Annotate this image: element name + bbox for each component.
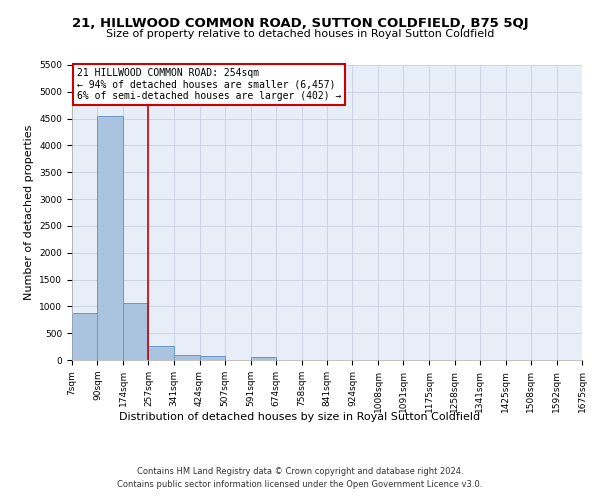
- Y-axis label: Number of detached properties: Number of detached properties: [24, 125, 34, 300]
- Text: Contains HM Land Registry data © Crown copyright and database right 2024.: Contains HM Land Registry data © Crown c…: [137, 468, 463, 476]
- Bar: [97, 116, 123, 360]
- Bar: [199, 356, 225, 360]
- Text: Size of property relative to detached houses in Royal Sutton Coldfield: Size of property relative to detached ho…: [106, 29, 494, 39]
- Bar: [251, 358, 276, 360]
- Text: Distribution of detached houses by size in Royal Sutton Coldfield: Distribution of detached houses by size …: [119, 412, 481, 422]
- Text: Contains public sector information licensed under the Open Government Licence v3: Contains public sector information licen…: [118, 480, 482, 489]
- Text: 21, HILLWOOD COMMON ROAD, SUTTON COLDFIELD, B75 5QJ: 21, HILLWOOD COMMON ROAD, SUTTON COLDFIE…: [71, 18, 529, 30]
- Bar: [72, 314, 97, 360]
- Bar: [148, 346, 174, 360]
- Text: 21 HILLWOOD COMMON ROAD: 254sqm
← 94% of detached houses are smaller (6,457)
6% : 21 HILLWOOD COMMON ROAD: 254sqm ← 94% of…: [77, 68, 341, 101]
- Bar: [123, 303, 148, 360]
- Bar: [174, 356, 199, 360]
